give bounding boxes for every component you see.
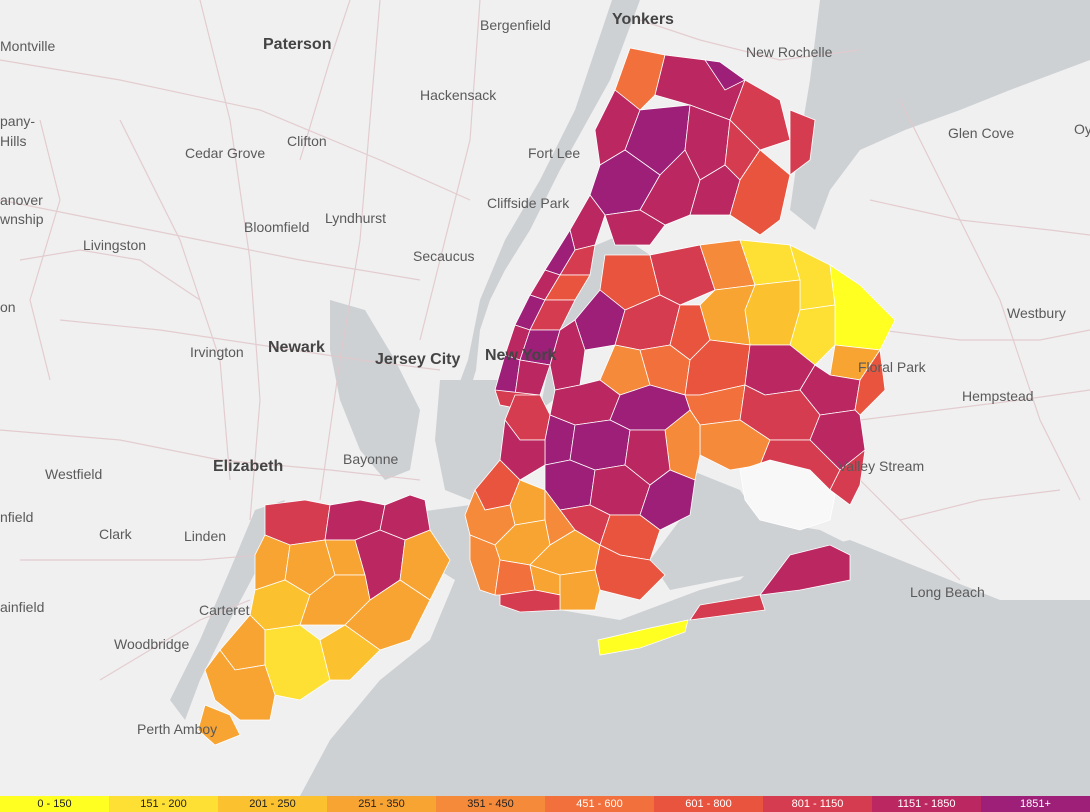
place-label: Long Beach	[910, 584, 985, 600]
place-label: Bloomfield	[244, 219, 309, 235]
legend-item: 351 - 450	[436, 796, 545, 812]
neighborhood[interactable]	[569, 419, 631, 471]
neighborhood[interactable]	[854, 348, 886, 416]
place-label: Clifton	[287, 133, 327, 149]
roads	[0, 0, 1090, 681]
legend-item: 801 - 1150	[763, 796, 872, 812]
legend-item: 451 - 600	[545, 796, 654, 812]
place-label: on	[0, 299, 16, 315]
place-label: Bayonne	[343, 451, 398, 467]
newark-bay	[330, 300, 420, 480]
place-label: Woodbridge	[114, 636, 189, 652]
legend: 0 - 150 151 - 200 201 - 250 251 - 350 351 - …	[0, 796, 1090, 812]
place-label: Linden	[184, 528, 226, 544]
place-label: Jersey City	[375, 351, 460, 368]
long-island-sound	[790, 0, 1090, 230]
place-label: anover	[0, 192, 43, 208]
place-label: Newark	[268, 339, 325, 356]
place-label: wnship	[0, 211, 44, 227]
place-label: Floral Park	[858, 359, 927, 375]
place-label: Fort Lee	[528, 145, 580, 161]
neighborhood[interactable]	[204, 649, 276, 721]
place-label: Montville	[0, 38, 55, 54]
place-label: Glen Cove	[948, 125, 1014, 141]
place-label: Clark	[99, 526, 133, 542]
place-label: Irvington	[190, 344, 244, 360]
legend-item: 0 - 150	[0, 796, 109, 812]
place-label: Hills	[0, 133, 26, 149]
place-label: ainfield	[0, 599, 44, 615]
neighborhood[interactable]	[499, 589, 561, 613]
place-label: pany-	[0, 113, 35, 129]
neighborhood[interactable]	[494, 559, 536, 596]
place-label: Elizabeth	[213, 458, 283, 475]
place-label: Livingston	[83, 237, 146, 253]
place-label: New Rochelle	[746, 44, 833, 60]
place-label: nfield	[0, 509, 33, 525]
legend-item: 1851+	[981, 796, 1090, 812]
neighborhood[interactable]	[574, 289, 626, 351]
neighborhood[interactable]	[399, 529, 451, 601]
place-label: Westbury	[1007, 305, 1066, 321]
neighborhood[interactable]	[197, 704, 241, 746]
place-labels: Yonkers Paterson Bergenfield New Rochell…	[0, 11, 1090, 737]
legend-item: 1151 - 1850	[872, 796, 981, 812]
neighborhood[interactable]	[604, 209, 666, 246]
neighborhood[interactable]	[319, 624, 381, 681]
airport	[739, 459, 836, 531]
nyc-neighborhoods	[197, 47, 896, 746]
neighborhood[interactable]	[729, 149, 791, 236]
neighborhood[interactable]	[559, 569, 601, 611]
neighborhood[interactable]	[597, 619, 689, 656]
place-label: Perth Amboy	[137, 721, 217, 737]
neighborhood[interactable]	[729, 79, 791, 151]
place-label: Oy	[1074, 121, 1090, 137]
place-label: Valley Stream	[838, 458, 924, 474]
place-label: Secaucus	[413, 248, 474, 264]
place-label: Hackensack	[420, 87, 497, 103]
place-label: Yonkers	[612, 11, 674, 28]
place-label: Carteret	[199, 602, 250, 618]
place-label: Lyndhurst	[325, 210, 386, 226]
place-label: Paterson	[263, 36, 331, 53]
neighborhood[interactable]	[689, 594, 766, 621]
legend-item: 151 - 200	[109, 796, 218, 812]
neighborhood[interactable]	[829, 449, 866, 506]
neighborhood[interactable]	[614, 47, 666, 111]
neighborhood[interactable]	[649, 244, 716, 306]
place-label: Cedar Grove	[185, 145, 265, 161]
place-label: Cliffside Park	[487, 195, 570, 211]
place-label: Westfield	[45, 466, 102, 482]
legend-item: 201 - 250	[218, 796, 327, 812]
place-label: New York	[485, 347, 557, 364]
legend-item: 251 - 350	[327, 796, 436, 812]
legend-item: 601 - 800	[654, 796, 763, 812]
neighborhood[interactable]	[264, 499, 331, 546]
hudson-river	[455, 0, 640, 395]
neighborhood[interactable]	[789, 109, 816, 176]
place-label: Bergenfield	[480, 17, 551, 33]
place-label: Hempstead	[962, 388, 1034, 404]
